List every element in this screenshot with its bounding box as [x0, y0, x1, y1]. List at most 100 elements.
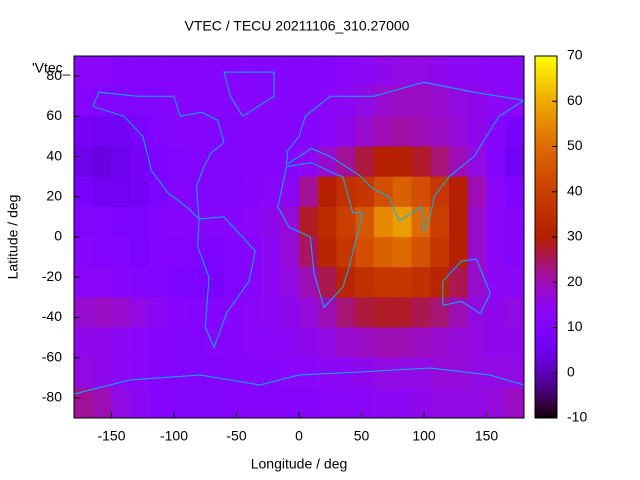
colorbar-step: [535, 152, 557, 157]
heat-cell: [111, 146, 131, 178]
colorbar-step: [535, 252, 557, 256]
heat-cell: [261, 237, 281, 268]
heat-cell: [317, 297, 337, 328]
heat-cell: [149, 146, 169, 178]
heat-cell: [261, 327, 281, 359]
colorbar-step: [535, 411, 557, 416]
heat-cell: [355, 116, 375, 147]
colorbar-tick-label: 0: [567, 363, 575, 379]
heat-cell: [430, 237, 450, 268]
heat-cell: [430, 327, 450, 359]
heat-cell: [92, 387, 112, 419]
heat-cell: [392, 116, 412, 147]
colorbar-step: [535, 155, 557, 160]
heat-cell: [74, 267, 94, 298]
heat-cell: [111, 86, 131, 117]
heat-cell: [299, 387, 319, 419]
heat-cell: [111, 327, 131, 359]
heat-cell: [411, 116, 431, 147]
heat-cell: [317, 237, 337, 268]
colorbar-step: [535, 285, 557, 289]
heatmap: [74, 56, 525, 419]
heat-cell: [486, 297, 506, 328]
heat-cell: [280, 297, 300, 328]
heat-cell: [392, 56, 412, 87]
colorbar-step: [535, 402, 557, 407]
heat-cell: [336, 56, 356, 87]
heat-cell: [92, 116, 112, 147]
heat-cell: [74, 237, 94, 268]
heat-cell: [449, 357, 469, 389]
heat-cell: [224, 327, 244, 359]
colorbar-step: [535, 158, 557, 163]
heat-cell: [92, 327, 112, 359]
colorbar-step: [535, 227, 557, 232]
colorbar-step: [535, 366, 557, 371]
heat-cell: [336, 176, 356, 208]
colorbar-step: [535, 197, 557, 202]
heat-cell: [505, 206, 525, 238]
coastlines: [73, 71, 526, 395]
heat-cell: [224, 176, 244, 208]
heat-cell: [111, 387, 131, 419]
heat-cell: [336, 327, 356, 359]
heat-cell: [299, 86, 319, 117]
heat-cell: [280, 86, 300, 117]
colorbar-step: [535, 176, 557, 181]
heat-cell: [186, 267, 206, 298]
colorbar-step: [535, 212, 557, 217]
colorbar-step: [535, 149, 557, 154]
heat-cell: [242, 387, 262, 419]
colorbar-step: [535, 279, 557, 283]
heat-cell: [430, 146, 450, 178]
heat-cell: [299, 116, 319, 147]
heat-cell: [130, 267, 150, 298]
colorbar-step: [535, 339, 557, 344]
heat-cell: [355, 237, 375, 268]
colorbar-step: [535, 270, 557, 274]
heat-cell: [74, 56, 94, 87]
colorbar-step: [535, 246, 557, 250]
heat-cell: [392, 206, 412, 238]
colorbar-step: [535, 264, 557, 268]
heat-cell: [186, 237, 206, 268]
heat-cell: [74, 357, 94, 389]
colorbar-step: [535, 110, 557, 114]
heat-cell: [299, 237, 319, 268]
heat-cell: [486, 387, 506, 419]
colorbar-step: [535, 59, 557, 63]
heat-cell: [261, 86, 281, 117]
heat-cell: [74, 176, 94, 208]
heat-cell: [149, 86, 169, 117]
heat-cell: [467, 116, 487, 147]
colorbar-step: [535, 261, 557, 265]
colorbar-step: [535, 77, 557, 81]
colorbar-step: [535, 288, 557, 292]
heat-cell: [205, 357, 225, 389]
heat-cell: [242, 327, 262, 359]
heat-cell: [92, 146, 112, 178]
heat-cell: [280, 327, 300, 359]
coastline: [73, 367, 525, 395]
colorbar-step: [535, 98, 557, 102]
heat-cell: [167, 56, 187, 87]
heat-cell: [430, 387, 450, 419]
heat-cell: [130, 357, 150, 389]
heat-cell: [411, 387, 431, 419]
heat-cell: [505, 387, 525, 419]
heat-cell: [411, 297, 431, 328]
heat-cell: [392, 267, 412, 298]
heat-cell: [374, 267, 394, 298]
heat-cell: [130, 387, 150, 419]
heat-cell: [392, 357, 412, 389]
heat-cell: [355, 267, 375, 298]
heat-cell: [186, 327, 206, 359]
heat-cell: [505, 327, 525, 359]
colorbar-step: [535, 378, 557, 383]
colorbar-step: [535, 56, 557, 60]
colorbar-step: [535, 273, 557, 277]
heat-cell: [205, 297, 225, 328]
heat-cell: [205, 56, 225, 87]
colorbar-step: [535, 119, 557, 123]
heat-cell: [167, 206, 187, 238]
